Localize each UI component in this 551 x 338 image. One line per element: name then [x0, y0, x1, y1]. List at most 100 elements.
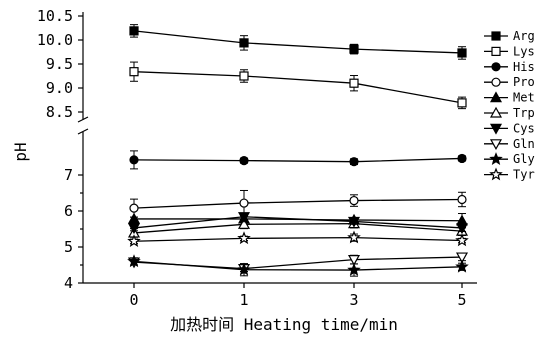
- y-tick-label: 9.0: [46, 79, 73, 97]
- data-point: [455, 223, 469, 235]
- legend-item-gln: Gln: [484, 137, 535, 151]
- y-tick-label: 8.5: [46, 103, 73, 121]
- series-arg: [129, 24, 467, 60]
- x-tick-label: 3: [349, 291, 358, 309]
- legend-marker: [491, 77, 501, 87]
- series-line: [133, 198, 463, 209]
- data-point: [457, 153, 467, 164]
- data-point: [349, 44, 359, 54]
- x-tick-label: 0: [129, 291, 138, 309]
- data-point: [349, 78, 359, 88]
- data-point: [347, 262, 361, 276]
- data-point: [127, 234, 141, 248]
- data-point: [237, 212, 251, 223]
- data-point: [349, 157, 359, 167]
- series-line: [133, 71, 463, 104]
- legend-marker: [491, 46, 501, 57]
- legend-marker: [489, 167, 503, 181]
- x-tick-label: 5: [457, 291, 466, 309]
- legend-label: Trp: [513, 106, 535, 120]
- data-point: [237, 218, 251, 229]
- legend-label: Arg: [513, 29, 535, 43]
- data-point: [455, 252, 469, 264]
- series-line: [133, 222, 463, 234]
- legend-marker: [489, 91, 503, 103]
- y-tick-label: 10.5: [37, 7, 73, 25]
- legend-marker: [491, 62, 501, 72]
- legend-item-met: Met: [484, 91, 535, 105]
- axes: 0 1 3 5 4 5 6 7 8.5 9.0 9.5 10.0 10.5: [37, 7, 477, 309]
- data-point: [457, 194, 467, 205]
- y-tick-label: 7: [64, 166, 73, 184]
- data-point: [455, 233, 469, 247]
- legend-item-his: His: [484, 60, 535, 74]
- legend-label: Tyr: [513, 168, 535, 182]
- legend-label: Pro: [513, 75, 535, 89]
- legend-item-arg: Arg: [484, 29, 535, 43]
- legend-label: Gln: [513, 137, 535, 151]
- series-gly: [127, 254, 469, 277]
- series-line: [133, 260, 463, 271]
- y-tick-label: 4: [64, 274, 73, 292]
- series-line: [133, 157, 463, 163]
- data-point: [347, 216, 361, 228]
- data-point: [129, 67, 139, 77]
- series-line: [133, 30, 463, 54]
- x-axis-title: 加热时间 Heating time/min: [170, 315, 398, 334]
- legend-label: His: [513, 60, 535, 74]
- legend-marker: [489, 152, 503, 165]
- data-point: [239, 71, 249, 81]
- series-trp: [127, 217, 469, 238]
- legend-label: Met: [513, 91, 535, 105]
- series-cys: [127, 212, 469, 235]
- data-point: [237, 231, 251, 245]
- series-pro: [129, 189, 467, 218]
- y-tick-label: 9.5: [46, 55, 73, 73]
- series-gln: [127, 252, 469, 275]
- legend-item-pro: Pro: [484, 75, 535, 89]
- legend-marker: [489, 139, 503, 151]
- y-tick-label: 6: [64, 202, 73, 220]
- legend-item-cys: Cys: [484, 121, 535, 135]
- legend-item-lys: Lys: [484, 44, 535, 58]
- data-point: [237, 262, 251, 276]
- legend-item-tyr: Tyr: [484, 167, 535, 182]
- data-point: [455, 259, 469, 273]
- data-point: [457, 48, 467, 58]
- data-point: [127, 223, 141, 235]
- series-line: [133, 256, 463, 270]
- series-line: [133, 216, 463, 229]
- data-point: [129, 203, 139, 213]
- legend-label: Lys: [513, 44, 535, 58]
- data-point: [127, 212, 141, 224]
- series-lys: [129, 61, 467, 110]
- legend-label: Gly: [513, 152, 535, 166]
- legend-marker: [489, 123, 503, 135]
- series-line: [133, 236, 463, 242]
- data-point: [457, 98, 467, 108]
- data-point: [239, 156, 249, 166]
- legend-item-trp: Trp: [484, 106, 535, 120]
- y-axis-title: pH: [11, 142, 30, 161]
- data-point: [129, 155, 139, 165]
- data-point: [349, 195, 359, 206]
- series-his: [129, 150, 467, 170]
- data-point: [347, 255, 361, 266]
- axis-break-mark: [77, 116, 89, 123]
- axis-break-mark: [77, 128, 89, 135]
- legend-label: Cys: [513, 121, 535, 135]
- data-point: [127, 254, 141, 268]
- data-point: [239, 38, 249, 48]
- y-tick-label: 5: [64, 238, 73, 256]
- series-tyr: [127, 230, 469, 248]
- data-point: [239, 198, 249, 208]
- data-point: [347, 230, 361, 244]
- legend-marker: [489, 106, 503, 118]
- legend-marker: [491, 31, 501, 41]
- x-tick-label: 1: [239, 291, 248, 309]
- series-group: [127, 24, 469, 277]
- y-tick-label: 10.0: [37, 31, 73, 49]
